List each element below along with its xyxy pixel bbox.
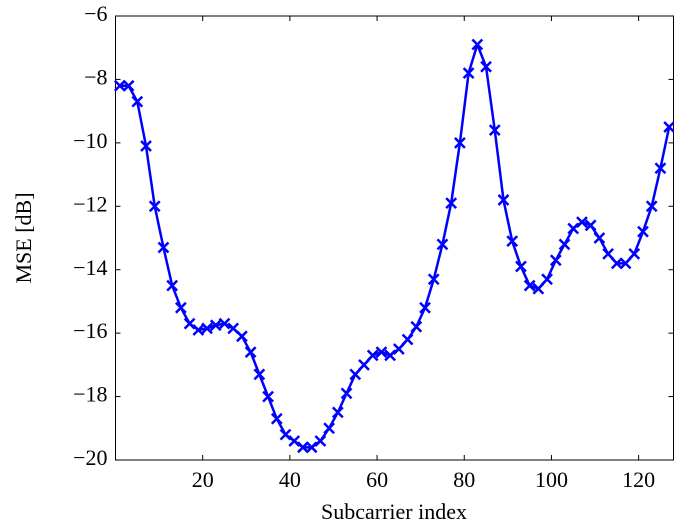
marker [549, 254, 562, 267]
marker [305, 441, 318, 454]
marker [122, 79, 135, 92]
marker [349, 368, 362, 381]
marker [637, 225, 649, 238]
marker [209, 319, 222, 332]
marker [515, 260, 527, 273]
plot-frame [115, 15, 674, 461]
marker [131, 95, 144, 108]
marker [663, 121, 674, 133]
marker [619, 257, 632, 270]
marker [244, 346, 257, 359]
marker [427, 273, 440, 286]
marker [471, 38, 484, 51]
x-tick-label: 20 [192, 467, 214, 492]
marker [192, 324, 205, 336]
y-tick-label: −20 [73, 445, 107, 470]
y-tick-label: −6 [84, 1, 107, 26]
marker [183, 317, 196, 330]
marker [279, 428, 292, 441]
series-line [119, 43, 671, 449]
marker [218, 317, 231, 330]
marker [314, 435, 327, 447]
marker [628, 247, 641, 260]
x-tick-label: 40 [279, 467, 301, 492]
marker [236, 330, 248, 343]
marker [297, 441, 309, 454]
marker [645, 200, 658, 213]
marker [175, 301, 187, 314]
x-tick-label: 60 [366, 467, 388, 492]
y-axis-label: MSE [dB] [11, 192, 36, 283]
x-tick-label: 120 [622, 467, 655, 492]
marker [454, 136, 466, 149]
marker [576, 216, 588, 229]
marker [323, 422, 335, 435]
marker [523, 279, 536, 292]
marker [506, 235, 519, 248]
y-tick-label: −14 [73, 255, 107, 280]
marker [157, 241, 170, 254]
y-tick-label: −16 [73, 318, 107, 343]
marker [445, 197, 458, 209]
marker [419, 301, 431, 314]
marker [480, 60, 492, 73]
marker [384, 349, 397, 362]
marker [148, 200, 161, 213]
marker [532, 282, 545, 295]
x-axis-label: Subcarrier index [321, 499, 467, 524]
marker [375, 346, 388, 359]
marker [140, 140, 152, 152]
marker [201, 322, 213, 335]
marker [541, 273, 553, 286]
marker [113, 79, 126, 92]
marker [366, 349, 379, 362]
marker [331, 406, 344, 419]
y-tick-label: −18 [73, 382, 107, 407]
marker [567, 222, 580, 235]
marker [410, 320, 423, 333]
marker [584, 219, 597, 232]
marker [436, 238, 449, 251]
marker [253, 368, 266, 381]
marker [358, 358, 370, 371]
y-tick-label: −8 [84, 64, 107, 89]
marker [602, 247, 614, 260]
marker [558, 238, 571, 251]
marker [166, 279, 179, 292]
marker [654, 162, 667, 175]
marker [270, 412, 283, 425]
marker [593, 232, 606, 244]
y-tick-label: −10 [73, 128, 107, 153]
marker [610, 257, 623, 270]
x-tick-label: 80 [453, 467, 475, 492]
marker [392, 343, 405, 355]
marker [488, 124, 501, 137]
marker [401, 333, 414, 346]
y-tick-label: −12 [73, 191, 107, 216]
marker [288, 435, 301, 447]
marker [497, 194, 510, 206]
x-tick-label: 100 [535, 467, 568, 492]
marker [462, 67, 475, 79]
marker [262, 390, 274, 403]
marker [340, 387, 353, 400]
